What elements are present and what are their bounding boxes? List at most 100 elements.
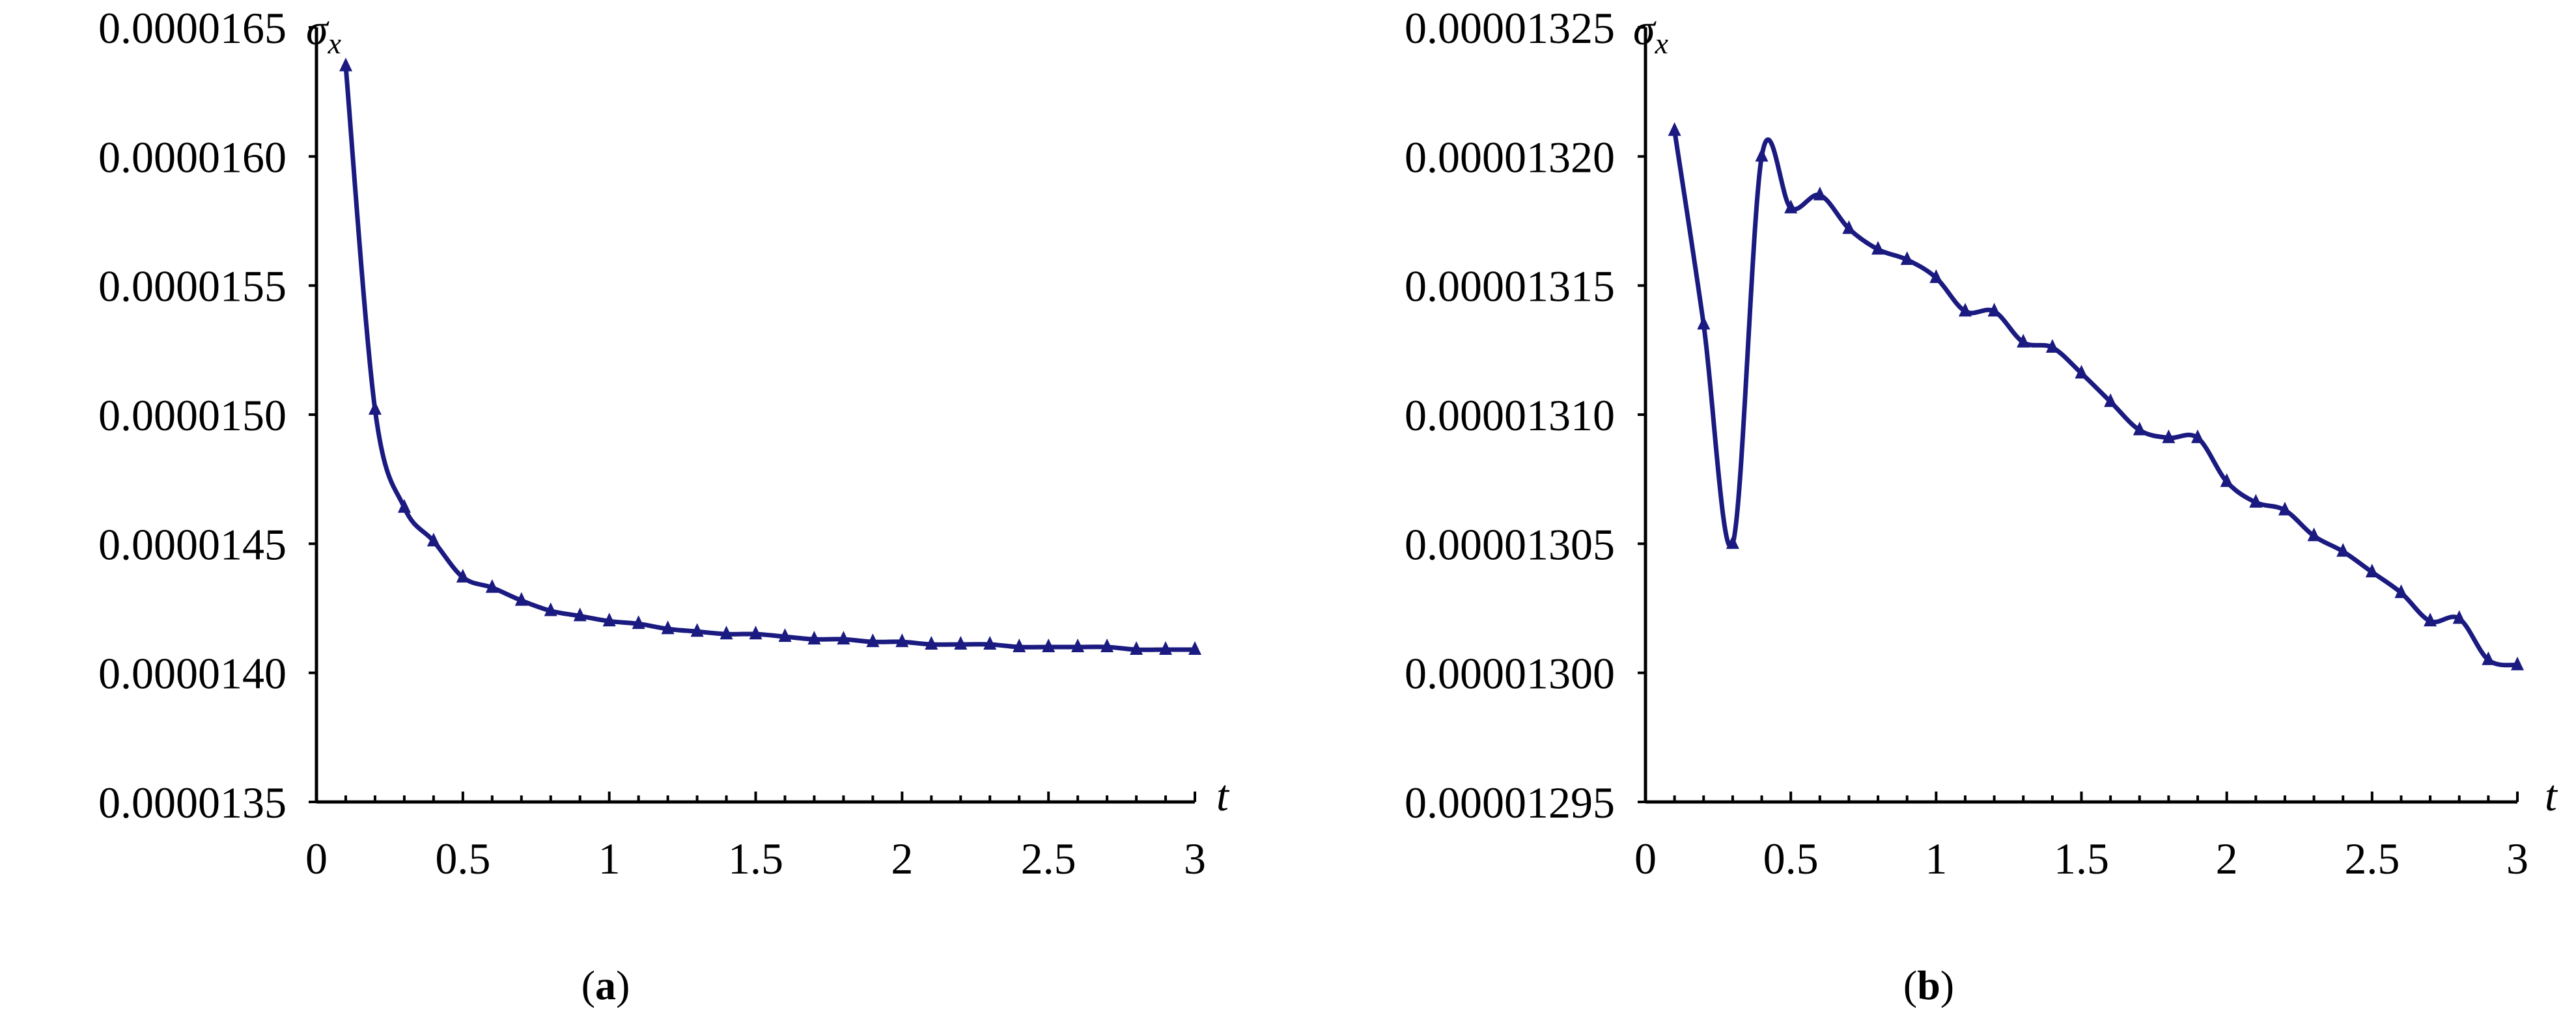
data-point-marker-b [2045, 338, 2059, 353]
x-axis-label-b: t [2545, 771, 2558, 820]
y-tick-label-a: 0.0000140 [98, 649, 287, 698]
data-point-marker-b [2365, 564, 2379, 577]
data-point-marker-a [866, 633, 880, 648]
data-point-marker-a [720, 626, 733, 640]
x-tick-label-a: 1 [598, 834, 621, 883]
data-point-marker-a [1188, 641, 1201, 655]
data-point-marker-b [1842, 220, 1856, 234]
data-point-marker-a [1071, 639, 1085, 652]
data-point-marker-a [632, 615, 645, 629]
y-tick-label-a: 0.0000150 [98, 391, 287, 440]
data-point-marker-a [690, 623, 704, 637]
data-point-marker-b [2133, 421, 2146, 435]
y-tick-label-b: 0.00001295 [1405, 778, 1615, 827]
x-tick-label-b: 2 [2216, 834, 2238, 883]
data-point-marker-a [427, 532, 440, 547]
data-point-marker-b [2394, 584, 2408, 598]
chart-panel-b: 0.00001295 0.00001300 0.00001305 0.00001310… [1405, 3, 2558, 1008]
data-point-marker-b [1929, 269, 1943, 283]
data-point-marker-b [2307, 527, 2321, 542]
data-point-marker-a [778, 628, 792, 642]
data-point-marker-a [954, 636, 968, 650]
x-tick-label-b: 3 [2506, 834, 2528, 883]
x-tick-label-a: 2 [891, 834, 913, 883]
plot-area-a: 0.0000135 0.0000140 0.0000145 0.0000150 0.00… [98, 3, 1206, 883]
x-tick-label-a: 0 [305, 834, 328, 883]
x-tick-label-b: 2.5 [2344, 834, 2400, 883]
data-point-marker-b [2191, 429, 2204, 443]
data-point-marker-b [2424, 613, 2437, 627]
data-point-marker-b [1784, 199, 1798, 214]
data-point-marker-a [485, 579, 499, 593]
x-axis-label-a: t [1216, 771, 1230, 820]
data-point-marker-b [2162, 429, 2176, 443]
data-point-marker-b [2075, 365, 2088, 379]
data-point-marker-a [368, 401, 382, 415]
y-tick-label-a: 0.0000145 [98, 519, 287, 569]
x-tick-label-a: 3 [1184, 834, 1206, 883]
data-point-marker-b [1726, 535, 1739, 549]
x-tick-label-b: 1.5 [2054, 834, 2109, 883]
x-tick-label-b: 1 [1925, 834, 1947, 883]
x-tick-label-a: 1.5 [728, 834, 783, 883]
data-point-marker-b [2452, 610, 2466, 624]
y-axis-label-a: σx [306, 5, 342, 60]
data-point-marker-a [925, 636, 938, 650]
data-point-marker-a [807, 631, 821, 645]
data-point-marker-a [1159, 641, 1172, 655]
data-point-marker-a [1100, 639, 1114, 652]
y-tick-label-b: 0.00001325 [1405, 3, 1615, 53]
x-tick-label-b: 0.5 [1763, 834, 1819, 883]
data-point-marker-a [514, 592, 528, 606]
y-tick-label-b: 0.00001300 [1405, 649, 1615, 698]
x-tick-label-b: 0 [1634, 834, 1657, 883]
data-point-marker-b [2482, 651, 2495, 665]
y-tick-label-a: 0.0000160 [98, 132, 287, 182]
data-point-marker-a [339, 57, 352, 72]
data-point-marker-a [544, 602, 557, 616]
data-point-marker-b [2249, 493, 2263, 508]
x-tick-label-a: 0.5 [435, 834, 490, 883]
caption-a: (a) [581, 962, 630, 1008]
data-point-marker-b [2336, 543, 2350, 557]
data-point-marker-b [1871, 241, 1885, 255]
data-point-marker-a [1042, 639, 1056, 652]
data-point-marker-b [2220, 473, 2233, 488]
data-point-marker-b [2511, 656, 2524, 670]
data-point-marker-b [2017, 333, 2030, 348]
data-point-marker-a [397, 499, 411, 513]
data-point-marker-b [1900, 251, 1914, 265]
data-point-marker-b [1959, 303, 1972, 317]
data-point-marker-b [1755, 148, 1769, 162]
data-point-marker-b [1668, 122, 1681, 136]
y-axis-label-b: σx [1633, 5, 1669, 60]
data-point-marker-b [2104, 393, 2118, 407]
data-point-marker-b [1987, 303, 2001, 317]
y-tick-label-b: 0.00001315 [1405, 262, 1615, 311]
y-tick-label-b: 0.00001310 [1405, 391, 1615, 440]
y-tick-label-a: 0.0000135 [98, 778, 287, 827]
y-tick-label-a: 0.0000165 [98, 3, 287, 53]
data-point-marker-b [2278, 501, 2291, 516]
data-point-marker-b [1813, 186, 1827, 200]
y-tick-label-b: 0.00001320 [1405, 132, 1615, 182]
x-tick-label-a: 2.5 [1021, 834, 1076, 883]
series-line-a [343, 64, 1197, 652]
data-point-marker-a [895, 633, 909, 648]
data-point-marker-a [749, 626, 763, 640]
data-point-marker-a [837, 631, 850, 645]
y-tick-label-b: 0.00001305 [1405, 519, 1615, 569]
plot-area-b: 0.00001295 0.00001300 0.00001305 0.00001310… [1405, 3, 2528, 883]
data-point-marker-a [602, 613, 616, 627]
data-point-marker-a [661, 620, 675, 635]
chart-panel-a: 0.0000135 0.0000140 0.0000145 0.0000150 0.00… [98, 3, 1230, 1008]
data-point-marker-a [1013, 639, 1026, 652]
data-point-marker-b [1697, 316, 1711, 330]
data-point-marker-a [456, 568, 469, 583]
series-line-b [1672, 128, 2520, 668]
data-point-marker-a [573, 607, 587, 622]
data-point-marker-a [983, 636, 997, 650]
y-tick-label-a: 0.0000155 [98, 262, 287, 311]
data-point-marker-a [1130, 641, 1143, 655]
